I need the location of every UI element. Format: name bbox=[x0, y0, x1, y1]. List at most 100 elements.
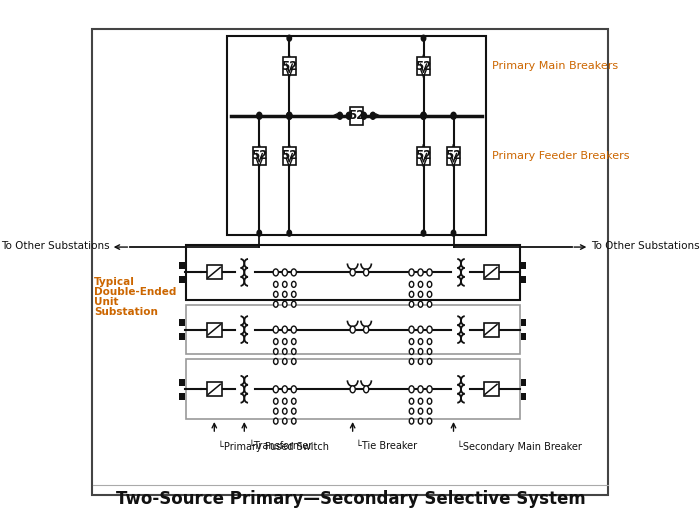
Text: Double-Ended: Double-Ended bbox=[94, 287, 176, 297]
Circle shape bbox=[409, 269, 414, 276]
Circle shape bbox=[451, 112, 456, 119]
Bar bbox=[186, 359, 519, 419]
Circle shape bbox=[291, 326, 296, 333]
Circle shape bbox=[287, 112, 292, 119]
Circle shape bbox=[350, 386, 356, 393]
Circle shape bbox=[427, 326, 432, 333]
Bar bbox=[521, 393, 526, 400]
Text: 52: 52 bbox=[281, 149, 298, 162]
Circle shape bbox=[350, 326, 356, 333]
Circle shape bbox=[257, 112, 262, 119]
Circle shape bbox=[427, 339, 432, 344]
Circle shape bbox=[363, 269, 369, 276]
Circle shape bbox=[274, 348, 278, 355]
Circle shape bbox=[273, 386, 279, 393]
Circle shape bbox=[291, 418, 296, 424]
Circle shape bbox=[283, 301, 287, 307]
Circle shape bbox=[283, 408, 287, 414]
Circle shape bbox=[283, 281, 287, 287]
Text: To Other Substations: To Other Substations bbox=[1, 241, 109, 251]
Bar bbox=[350, 107, 363, 125]
Bar bbox=[283, 147, 296, 164]
Text: 52: 52 bbox=[251, 149, 267, 162]
Circle shape bbox=[427, 291, 432, 297]
Bar bbox=[521, 333, 526, 340]
Bar bbox=[521, 276, 526, 283]
Text: Substation: Substation bbox=[94, 307, 158, 317]
Bar bbox=[416, 147, 430, 164]
Bar bbox=[484, 323, 498, 337]
Circle shape bbox=[287, 230, 291, 236]
Text: Primary Main Breakers: Primary Main Breakers bbox=[492, 61, 618, 71]
Circle shape bbox=[409, 386, 414, 393]
Circle shape bbox=[291, 269, 296, 276]
Circle shape bbox=[370, 112, 375, 119]
Circle shape bbox=[291, 281, 296, 287]
Circle shape bbox=[421, 35, 426, 41]
Text: └Secondary Main Breaker: └Secondary Main Breaker bbox=[457, 441, 582, 452]
Bar bbox=[227, 36, 486, 235]
Circle shape bbox=[427, 386, 432, 393]
Circle shape bbox=[350, 269, 356, 276]
Circle shape bbox=[427, 358, 432, 364]
Circle shape bbox=[274, 398, 278, 404]
Bar bbox=[521, 262, 526, 269]
Circle shape bbox=[418, 386, 423, 393]
Circle shape bbox=[427, 398, 432, 404]
Bar bbox=[186, 245, 519, 300]
Bar bbox=[447, 147, 461, 164]
Bar bbox=[179, 393, 185, 400]
Circle shape bbox=[291, 301, 296, 307]
Text: To Other Substations: To Other Substations bbox=[591, 241, 699, 251]
Circle shape bbox=[427, 348, 432, 355]
Text: └Transformer: └Transformer bbox=[248, 441, 312, 451]
Bar bbox=[484, 265, 498, 279]
Bar bbox=[283, 57, 296, 75]
Circle shape bbox=[427, 281, 432, 287]
Circle shape bbox=[410, 281, 414, 287]
Circle shape bbox=[287, 112, 292, 119]
Text: Primary Feeder Breakers: Primary Feeder Breakers bbox=[492, 150, 629, 161]
Circle shape bbox=[283, 358, 287, 364]
Circle shape bbox=[291, 386, 296, 393]
Bar bbox=[253, 147, 266, 164]
Circle shape bbox=[283, 348, 287, 355]
Circle shape bbox=[419, 301, 423, 307]
Bar bbox=[186, 305, 519, 355]
Circle shape bbox=[418, 269, 423, 276]
Circle shape bbox=[421, 230, 426, 236]
Circle shape bbox=[274, 358, 278, 364]
Text: Two-Source Primary—Secondary Selective System: Two-Source Primary—Secondary Selective S… bbox=[116, 490, 586, 508]
Circle shape bbox=[283, 418, 287, 424]
Text: 52: 52 bbox=[281, 59, 298, 72]
Circle shape bbox=[363, 326, 369, 333]
Circle shape bbox=[418, 326, 423, 333]
Circle shape bbox=[283, 398, 287, 404]
Circle shape bbox=[419, 348, 423, 355]
Bar bbox=[206, 383, 222, 396]
Circle shape bbox=[282, 326, 288, 333]
Circle shape bbox=[283, 339, 287, 344]
Bar bbox=[179, 379, 185, 386]
Circle shape bbox=[274, 281, 278, 287]
Bar bbox=[484, 383, 498, 396]
Circle shape bbox=[410, 358, 414, 364]
Text: 52: 52 bbox=[415, 59, 432, 72]
Circle shape bbox=[274, 408, 278, 414]
Bar bbox=[521, 319, 526, 326]
Bar bbox=[179, 333, 185, 340]
Circle shape bbox=[410, 301, 414, 307]
Circle shape bbox=[363, 386, 369, 393]
Text: Unit: Unit bbox=[94, 297, 119, 307]
Circle shape bbox=[274, 301, 278, 307]
Circle shape bbox=[273, 326, 279, 333]
Circle shape bbox=[361, 112, 367, 119]
Circle shape bbox=[291, 339, 296, 344]
Circle shape bbox=[291, 358, 296, 364]
Circle shape bbox=[273, 269, 279, 276]
Circle shape bbox=[291, 408, 296, 414]
Circle shape bbox=[346, 112, 351, 119]
Bar bbox=[179, 262, 185, 269]
Bar bbox=[416, 57, 430, 75]
Circle shape bbox=[409, 326, 414, 333]
